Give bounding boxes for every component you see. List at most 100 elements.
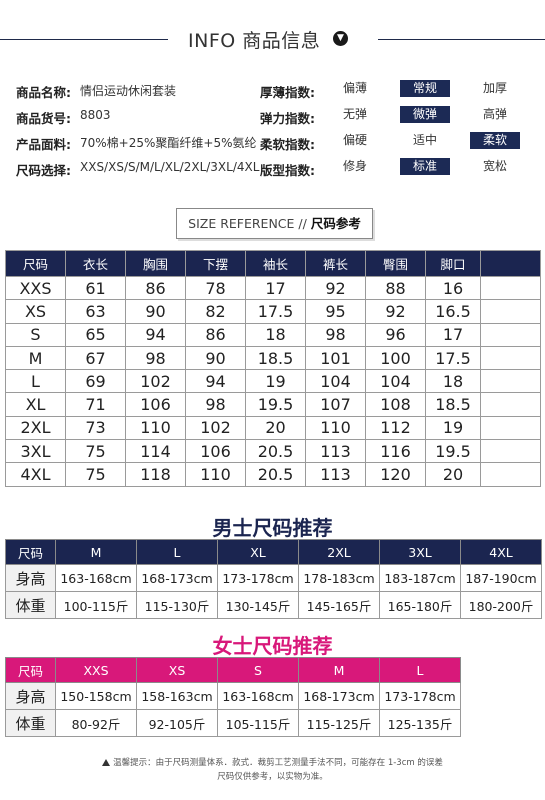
table-cell: M xyxy=(5,345,66,371)
table-cell: 2XL xyxy=(5,415,66,441)
table-cell: 168-173cm xyxy=(298,682,380,710)
table-cell: 88 xyxy=(365,275,426,301)
header-cell: 脚口 xyxy=(425,250,481,277)
index-option: 加厚 xyxy=(482,81,507,95)
table-cell: 92-105斤 xyxy=(136,709,218,737)
index-option: 无弹 xyxy=(342,107,367,121)
table-cell: 163-168cm xyxy=(217,682,299,710)
table-cell xyxy=(480,462,541,487)
table-cell: 20 xyxy=(425,462,481,487)
table-cell: 86 xyxy=(185,322,246,347)
header-cell xyxy=(460,657,542,683)
info-label: 产品面料: xyxy=(16,137,71,152)
table-cell: 102 xyxy=(185,415,246,441)
table-cell: 107 xyxy=(305,392,366,417)
table-cell: 180-200斤 xyxy=(460,591,542,619)
header-cell: 2XL xyxy=(298,539,380,565)
index-row: 版型指数: 修身 标准 宽松 xyxy=(260,158,540,178)
table-cell: XL xyxy=(5,392,66,417)
header-cell: L xyxy=(136,539,218,565)
table-cell: 118 xyxy=(125,462,186,487)
table-cell: 4XL xyxy=(5,462,66,487)
index-option: 修身 xyxy=(342,159,367,173)
index-option: 宽松 xyxy=(482,159,507,173)
index-option: 偏硬 xyxy=(342,133,367,147)
table-cell: 95 xyxy=(305,299,366,324)
header-cell: M xyxy=(55,539,137,565)
table-cell: 115-125斤 xyxy=(298,709,380,737)
header-cell: L xyxy=(379,657,461,683)
table-cell: 104 xyxy=(305,369,366,394)
table-row: XXS 61 86 78 17 92 88 16 xyxy=(5,275,541,301)
divider-right xyxy=(378,39,545,40)
table-cell: 100 xyxy=(365,345,426,371)
table-cell: 101 xyxy=(305,345,366,371)
table-cell: XXS xyxy=(5,275,66,301)
table-cell: 106 xyxy=(125,392,186,417)
info-label: 尺码选择: xyxy=(16,163,71,178)
table-cell: 112 xyxy=(365,415,426,441)
table-cell: 身高 xyxy=(5,564,56,592)
index-option: 柔软 xyxy=(470,132,520,149)
table-cell xyxy=(480,369,541,394)
table-cell: 18 xyxy=(425,369,481,394)
table-cell: 98 xyxy=(185,392,246,417)
table-row: 体重 80-92斤 92-105斤 105-115斤 115-125斤 125-135斤 xyxy=(5,709,542,737)
note-line-2: 尺码仅供参考，以实物为准。 xyxy=(217,772,328,782)
table-cell: 75 xyxy=(65,462,126,487)
table-cell: 116 xyxy=(365,439,426,464)
table-cell xyxy=(480,415,541,441)
table-cell: 98 xyxy=(305,322,366,347)
table-cell: 71 xyxy=(65,392,126,417)
info-value: 情侣运动休闲套装 xyxy=(80,84,177,98)
table-cell: 17.5 xyxy=(425,345,481,371)
table-cell xyxy=(480,392,541,417)
index-label: 厚薄指数: xyxy=(260,85,315,100)
table-cell: 94 xyxy=(125,322,186,347)
table-cell: 183-187cm xyxy=(379,564,461,592)
table-cell: XS xyxy=(5,299,66,324)
index-label: 柔软指数: xyxy=(260,137,315,152)
table-cell: 身高 xyxy=(5,682,56,710)
table-cell: 73 xyxy=(65,415,126,441)
table-cell: 92 xyxy=(365,299,426,324)
table-cell: 65 xyxy=(65,322,126,347)
info-value: 70%棉+25%聚酯纤维+5%氨纶 xyxy=(80,136,257,150)
table-cell: 150-158cm xyxy=(55,682,137,710)
table-cell: 110 xyxy=(185,462,246,487)
table-cell: 145-165斤 xyxy=(298,591,380,619)
chevron-down-icon: ▼ xyxy=(333,31,348,46)
header-cell: 臀围 xyxy=(365,250,426,277)
table-row: 3XL 75 114 106 20.5 113 116 19.5 xyxy=(5,439,541,464)
table-cell: 17 xyxy=(425,322,481,347)
table-cell xyxy=(480,345,541,371)
table-cell: 130-145斤 xyxy=(217,591,299,619)
header-cell: 尺码 xyxy=(5,657,56,683)
table-cell: 96 xyxy=(365,322,426,347)
table-cell: 19 xyxy=(245,369,306,394)
table-cell: 158-163cm xyxy=(136,682,218,710)
table-cell: 67 xyxy=(65,345,126,371)
header-cell: XS xyxy=(136,657,218,683)
header-cell: 4XL xyxy=(460,539,542,565)
table-cell: 18.5 xyxy=(425,392,481,417)
table-cell: 120 xyxy=(365,462,426,487)
index-label: 弹力指数: xyxy=(260,111,315,126)
info-label: 商品名称: xyxy=(16,85,71,100)
table-row: 2XL 73 110 102 20 110 112 19 xyxy=(5,415,541,441)
note-line-1: 温馨提示：由于尺码测量体系．款式．裁剪工艺测量手法不同，可能存在 1-3cm 的… xyxy=(0,756,545,768)
info-header: INFO 商品信息 ▼ xyxy=(0,22,545,56)
table-cell: 69 xyxy=(65,369,126,394)
table-cell xyxy=(460,709,542,737)
table-row: 身高 150-158cm 158-163cm 163-168cm 168-173cm 17… xyxy=(5,682,542,710)
table-row: 4XL 75 118 110 20.5 113 120 20 xyxy=(5,462,541,487)
size-reference-en: SIZE REFERENCE xyxy=(188,216,295,231)
table-cell: 17 xyxy=(245,275,306,301)
table-cell xyxy=(480,439,541,464)
divider-left xyxy=(0,39,168,40)
table-cell xyxy=(480,275,541,301)
note-text-1: 温馨提示：由于尺码测量体系．款式．裁剪工艺测量手法不同，可能存在 1-3cm 的… xyxy=(113,758,443,768)
table-cell: 90 xyxy=(185,345,246,371)
index-option: 适中 xyxy=(412,133,437,147)
table-cell: 173-178cm xyxy=(217,564,299,592)
